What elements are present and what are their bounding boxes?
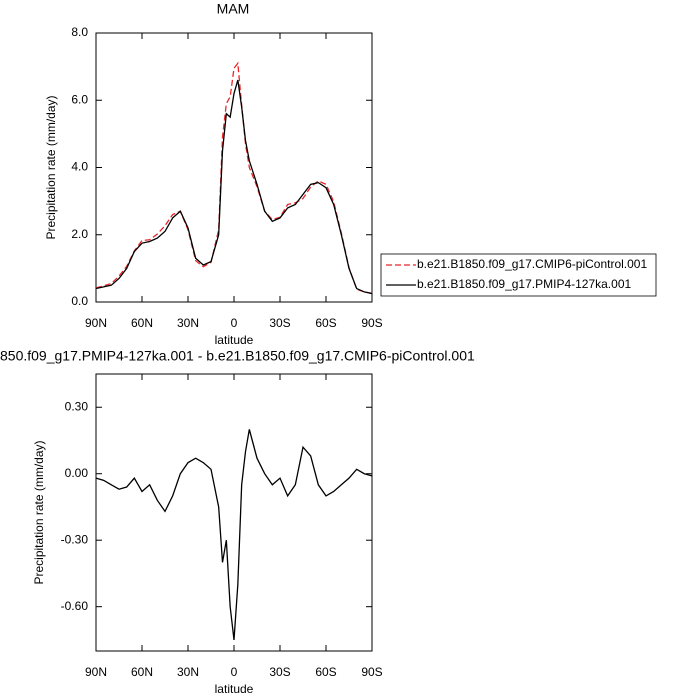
y-tick-label: 4.0 — [71, 160, 88, 174]
x-tick-label: 0 — [231, 316, 238, 330]
plot-frame — [95, 32, 373, 303]
x-tick-label: 60N — [131, 665, 153, 679]
y-tick-label: -0.30 — [61, 532, 89, 546]
legend-box — [380, 253, 657, 297]
x-tick-label: 60S — [315, 316, 336, 330]
x-tick-label: 30S — [269, 316, 290, 330]
y-tick-label: 6.0 — [71, 92, 88, 106]
y-tick-label: 0.30 — [65, 399, 89, 413]
legend-label: b.e21.B1850.f09_g17.CMIP6-piControl.001 — [417, 257, 647, 271]
y-tick-label: 0.0 — [71, 294, 88, 308]
y-tick-label: 2.0 — [71, 227, 88, 241]
legend-label: b.e21.B1850.f09_g17.PMIP4-127ka.001 — [417, 277, 631, 291]
x-tick-label: 90N — [85, 665, 107, 679]
x-tick-label: 90N — [85, 316, 107, 330]
chart-title: MAM — [217, 1, 250, 17]
x-axis-label: latitude — [215, 682, 254, 696]
data-line — [95, 61, 373, 294]
y-axis-label: Precipitation rate (mm/day) — [44, 95, 58, 239]
data-line — [95, 79, 373, 295]
plot-frame — [95, 373, 373, 652]
x-tick-label: 90S — [361, 665, 382, 679]
x-tick-label: 90S — [361, 316, 382, 330]
y-tick-label: 0.00 — [65, 466, 89, 480]
y-tick-label: -0.60 — [61, 599, 89, 613]
x-axis-label: latitude — [215, 333, 254, 347]
x-tick-label: 60S — [315, 665, 336, 679]
data-line — [95, 429, 373, 640]
x-tick-label: 30N — [177, 316, 199, 330]
y-axis-label: Precipitation rate (mm/day) — [32, 440, 46, 584]
y-tick-label: 8.0 — [71, 25, 88, 39]
x-tick-label: 30N — [177, 665, 199, 679]
x-tick-label: 30S — [269, 665, 290, 679]
chart-title: 850.f09_g17.PMIP4-127ka.001 - b.e21.B185… — [0, 348, 475, 364]
x-tick-label: 0 — [231, 665, 238, 679]
x-tick-label: 60N — [131, 316, 153, 330]
